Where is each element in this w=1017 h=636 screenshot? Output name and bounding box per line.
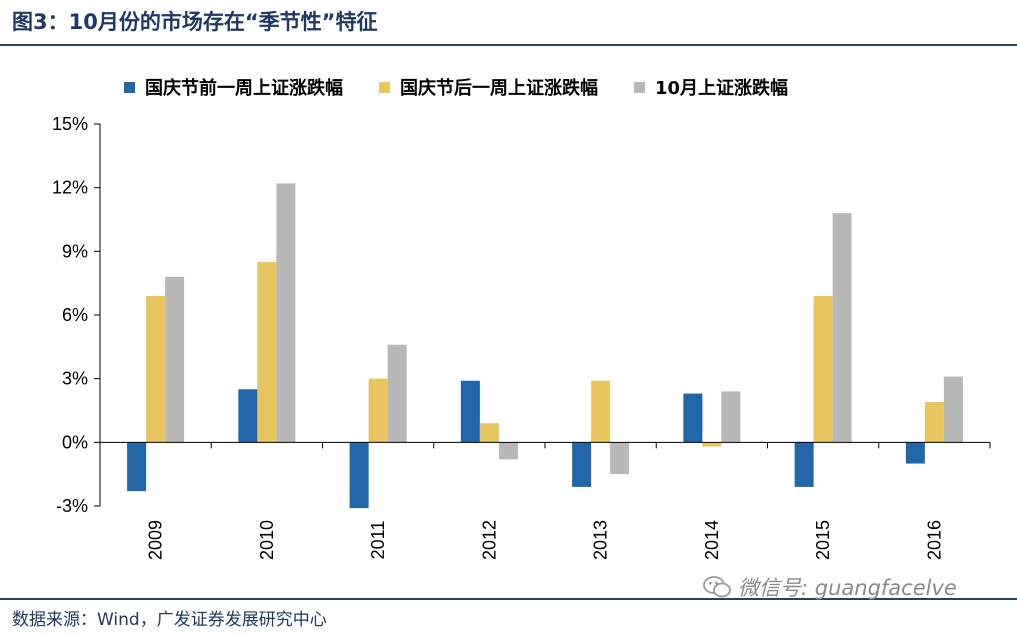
bar-chart: -3% 0% 3% 6% 9% 12% 15% 2009 2010 2011 2012 2013 201… bbox=[52, 114, 991, 560]
source-note: 数据来源：Wind，广发证券发展研究中心 bbox=[12, 610, 327, 630]
y-tick-label: 6% bbox=[62, 305, 88, 325]
bar-october-2011 bbox=[387, 344, 407, 443]
y-tick-label: 0% bbox=[62, 432, 88, 452]
x-tick-label: 2013 bbox=[591, 520, 611, 560]
legend-item-post: 国庆节后一周上证涨跌幅 bbox=[379, 74, 598, 100]
bar-october-2012 bbox=[498, 442, 518, 460]
bar-pre-2013 bbox=[572, 442, 592, 487]
legend: 国庆节前一周上证涨跌幅 国庆节后一周上证涨跌幅 10月上证涨跌幅 bbox=[124, 74, 824, 100]
x-tick-label: 2014 bbox=[702, 520, 722, 560]
bar-pre-2015 bbox=[794, 442, 814, 487]
wechat-watermark: 微信号: guangfacelve bbox=[702, 572, 957, 602]
legend-label-post: 国庆节后一周上证涨跌幅 bbox=[400, 78, 598, 99]
x-tick-label: 2011 bbox=[368, 521, 388, 560]
bar-pre-2010 bbox=[238, 389, 258, 443]
top-divider bbox=[0, 44, 1017, 46]
y-tick-label: 3% bbox=[62, 369, 88, 389]
y-tick-label: 12% bbox=[52, 178, 88, 198]
legend-label-october: 10月上证涨跌幅 bbox=[655, 78, 789, 99]
bar-october-2015 bbox=[832, 213, 852, 443]
bar-october-2016 bbox=[943, 376, 963, 443]
bar-post-2011 bbox=[368, 378, 388, 443]
bar-october-2013 bbox=[610, 442, 630, 475]
bar-october-2009 bbox=[165, 276, 185, 443]
x-tick-label: 2012 bbox=[479, 520, 499, 560]
bar-post-2013 bbox=[591, 380, 611, 443]
legend-item-pre: 国庆节前一周上证涨跌幅 bbox=[124, 74, 343, 100]
figure-title: 图3：10月份的市场存在“季节性”特征 bbox=[12, 10, 378, 34]
legend-item-october: 10月上证涨跌幅 bbox=[634, 74, 788, 100]
bar-october-2014 bbox=[721, 391, 741, 443]
bar-pre-2014 bbox=[683, 393, 703, 443]
bar-pre-2011 bbox=[349, 442, 369, 509]
legend-swatch-pre bbox=[124, 81, 135, 93]
legend-swatch-october bbox=[634, 81, 645, 93]
y-tick-label: 15% bbox=[52, 114, 88, 134]
bar-post-2015 bbox=[813, 295, 833, 443]
bar-post-2014 bbox=[702, 442, 722, 447]
watermark-text: 微信号: guangfacelve bbox=[738, 576, 957, 600]
bar-post-2009 bbox=[146, 295, 166, 443]
legend-label-pre: 国庆节前一周上证涨跌幅 bbox=[145, 78, 343, 99]
x-tick-label: 2016 bbox=[924, 520, 944, 560]
bar-pre-2012 bbox=[460, 380, 480, 443]
bar-post-2010 bbox=[257, 261, 277, 443]
bar-post-2012 bbox=[479, 423, 499, 443]
x-tick-label: 2009 bbox=[146, 520, 166, 560]
wechat-icon bbox=[703, 576, 731, 598]
bar-pre-2016 bbox=[905, 442, 925, 464]
legend-swatch-post bbox=[379, 81, 390, 93]
bar-pre-2009 bbox=[127, 442, 147, 492]
bar-october-2010 bbox=[276, 183, 296, 443]
x-tick-label: 2015 bbox=[813, 520, 833, 560]
x-tick-label: 2010 bbox=[257, 520, 277, 560]
y-tick-label: 9% bbox=[62, 241, 88, 261]
bottom-divider bbox=[0, 598, 1017, 600]
y-tick-label: -3% bbox=[56, 496, 88, 516]
bar-post-2016 bbox=[924, 402, 944, 443]
